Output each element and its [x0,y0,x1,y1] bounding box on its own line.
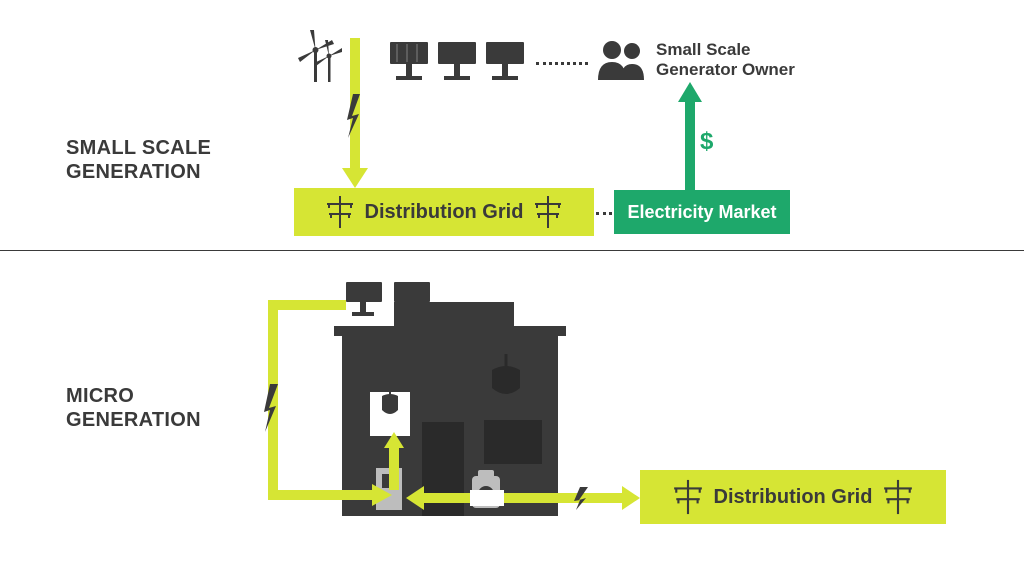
title-micro: MICRO GENERATION [66,384,201,432]
electricity-market-box: Electricity Market [614,190,790,234]
arrow-bidir-meter-grid [406,484,640,512]
section-divider [0,250,1024,251]
distribution-grid-label-top: Distribution Grid [365,201,524,224]
arrow-roof-to-panel [258,300,398,510]
diagram-canvas: SMALL SCALE GENERATION [0,0,1024,566]
dots-solar-to-owner [536,62,588,65]
distribution-grid-box-top: Distribution Grid [294,188,594,236]
arrow-panel-to-light [382,432,406,490]
wind-turbine-icon [294,26,342,84]
people-icon [596,38,648,82]
distribution-grid-box-bottom: Distribution Grid [640,470,946,524]
dollar-icon: $ [700,128,713,156]
title-small-scale: SMALL SCALE GENERATION [66,136,211,184]
solar-panels-icon [388,42,530,84]
electricity-market-label: Electricity Market [627,202,776,223]
pylon-icon [533,194,563,230]
pylon-icon [882,477,914,517]
dots-grid-to-market [596,212,612,215]
pylon-icon [325,194,355,230]
distribution-grid-label-bottom: Distribution Grid [714,486,873,509]
owner-label: Small Scale Generator Owner [656,40,795,79]
arrow-generation-to-grid [340,38,370,190]
pylon-icon [672,477,704,517]
